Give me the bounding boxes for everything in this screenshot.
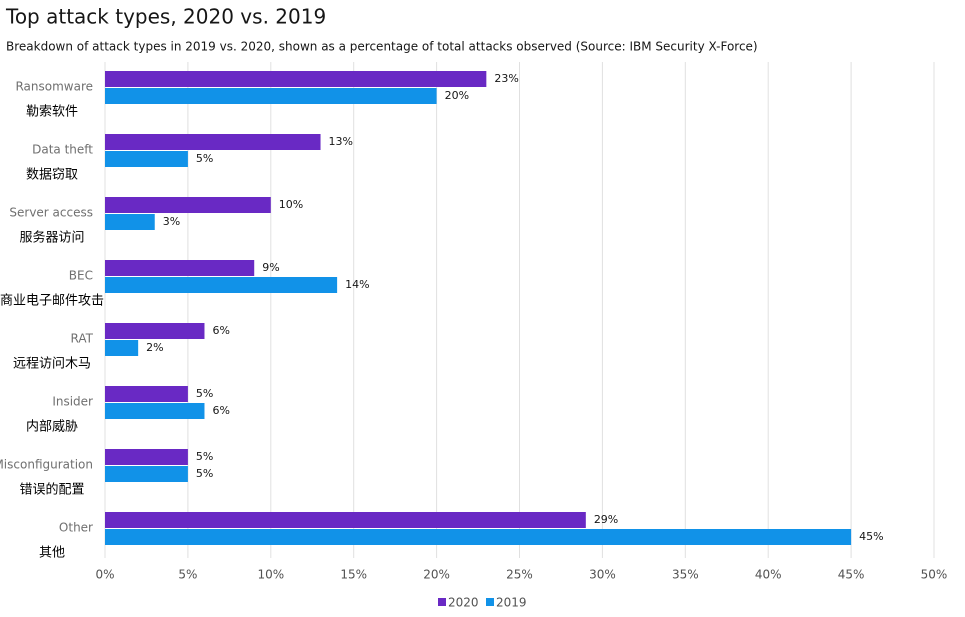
bar xyxy=(105,512,586,528)
category-label-zh: 错误的配置 xyxy=(19,482,84,498)
chart-subtitle: Breakdown of attack types in 2019 vs. 20… xyxy=(6,40,758,54)
bar xyxy=(105,88,437,104)
bar xyxy=(105,151,188,167)
value-label: 13% xyxy=(329,135,353,148)
x-tick-label: 40% xyxy=(755,568,782,582)
value-label: 10% xyxy=(279,198,303,211)
category-label-zh: 远程访问木马 xyxy=(13,357,91,372)
value-label: 5% xyxy=(196,450,213,463)
category-label: BEC xyxy=(69,269,93,283)
category-label: Data theft xyxy=(32,143,93,157)
bar xyxy=(105,529,852,545)
value-label: 45% xyxy=(859,530,883,543)
category-label-zh: 服务器访问 xyxy=(19,230,84,246)
value-label: 5% xyxy=(196,152,213,165)
category-label: Server access xyxy=(9,206,93,220)
x-tick-label: 10% xyxy=(257,568,284,582)
bar xyxy=(105,71,487,87)
value-label: 6% xyxy=(212,404,229,417)
value-label: 14% xyxy=(345,278,369,291)
bar xyxy=(105,386,188,402)
category-label-zh: 其他 xyxy=(39,546,65,561)
bar xyxy=(105,197,271,213)
bar xyxy=(105,403,205,419)
value-label: 3% xyxy=(163,215,180,228)
category-label: Insider xyxy=(52,395,93,409)
x-tick-label: 0% xyxy=(95,568,114,582)
category-label-zh: 商业电子邮件攻击 xyxy=(0,294,104,309)
legend-swatch xyxy=(438,598,446,606)
x-tick-label: 30% xyxy=(589,568,616,582)
legend-swatch xyxy=(486,598,494,606)
x-tick-label: 25% xyxy=(506,568,533,582)
value-label: 5% xyxy=(196,467,213,480)
value-label: 23% xyxy=(494,72,518,85)
chart-title: Top attack types, 2020 vs. 2019 xyxy=(5,5,326,29)
bar xyxy=(105,134,321,150)
value-label: 6% xyxy=(212,324,229,337)
category-label: Misconfiguration xyxy=(0,458,93,472)
bar xyxy=(105,340,139,356)
value-label: 29% xyxy=(594,513,618,526)
category-label-zh: 勒索软件 xyxy=(26,105,78,120)
bar xyxy=(105,214,155,230)
bar xyxy=(105,277,338,293)
bar xyxy=(105,449,188,465)
value-label: 2% xyxy=(146,341,163,354)
legend-label: 2019 xyxy=(496,596,527,610)
category-label: RAT xyxy=(71,332,94,346)
legend-label: 2020 xyxy=(448,596,479,610)
x-tick-label: 35% xyxy=(672,568,699,582)
x-tick-label: 50% xyxy=(921,568,948,582)
category-label-zh: 数据窃取 xyxy=(26,167,78,183)
category-label-zh: 内部威胁 xyxy=(26,419,78,435)
value-label: 5% xyxy=(196,387,213,400)
category-label: Other xyxy=(59,521,93,535)
x-tick-label: 5% xyxy=(178,568,197,582)
bar xyxy=(105,260,255,276)
bar xyxy=(105,466,188,482)
value-label: 20% xyxy=(445,89,469,102)
category-label: Ransomware xyxy=(15,80,93,94)
value-label: 9% xyxy=(262,261,279,274)
x-tick-label: 15% xyxy=(340,568,367,582)
bar xyxy=(105,323,205,339)
x-tick-label: 45% xyxy=(838,568,865,582)
x-tick-label: 20% xyxy=(423,568,450,582)
